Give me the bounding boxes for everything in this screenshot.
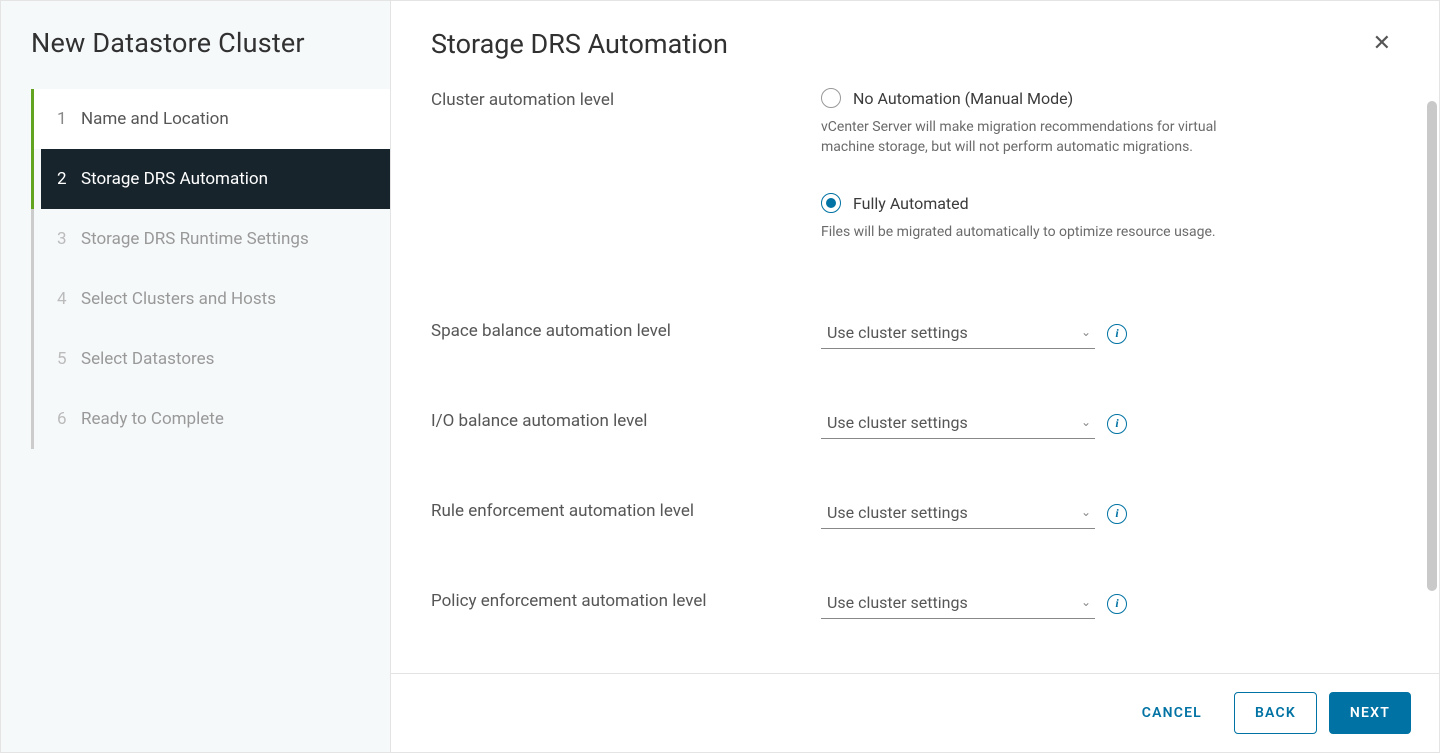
step-label: Select Datastores: [81, 349, 214, 369]
step-number: 2: [57, 169, 81, 189]
override-label: Space balance automation level: [431, 319, 821, 341]
radio-description: Files will be migrated automatically to …: [821, 223, 1271, 243]
rule-enforcement-select[interactable]: Use cluster settings ⌄: [821, 499, 1095, 529]
select-value: Use cluster settings: [827, 413, 968, 432]
chevron-down-icon: ⌄: [1081, 595, 1091, 609]
info-icon[interactable]: i: [1107, 594, 1127, 614]
override-label: I/O balance automation level: [431, 409, 821, 431]
radio-fully-automated: Fully Automated Files will be migrated a…: [821, 193, 1399, 243]
row-policy-enforcement: Policy enforcement automation level Use …: [431, 589, 1399, 619]
wizard-main: Storage DRS Automation ✕ Cluster automat…: [391, 1, 1439, 752]
step-label: Select Clusters and Hosts: [81, 289, 276, 309]
policy-enforcement-select[interactable]: Use cluster settings ⌄: [821, 589, 1095, 619]
radio-description: vCenter Server will make migration recom…: [821, 118, 1271, 157]
step-number: 6: [57, 409, 81, 429]
next-button[interactable]: NEXT: [1329, 692, 1411, 734]
override-content: Use cluster settings ⌄ i: [821, 319, 1399, 349]
io-balance-select[interactable]: Use cluster settings ⌄: [821, 409, 1095, 439]
radio-label: No Automation (Manual Mode): [853, 89, 1073, 108]
radio-icon[interactable]: [821, 88, 841, 108]
chevron-down-icon: ⌄: [1081, 505, 1091, 519]
radio-label: Fully Automated: [853, 194, 969, 213]
wizard-steps: 1 Name and Location 2 Storage DRS Automa…: [1, 89, 390, 449]
step-select-datastores: 5 Select Datastores: [31, 329, 390, 389]
page-body: Cluster automation level No Automation (…: [391, 68, 1439, 673]
step-storage-drs-automation[interactable]: 2 Storage DRS Automation: [41, 149, 390, 209]
select-value: Use cluster settings: [827, 503, 968, 522]
step-number: 4: [57, 289, 81, 309]
step-ready-to-complete: 6 Ready to Complete: [31, 389, 390, 449]
chevron-down-icon: ⌄: [1081, 325, 1091, 339]
wizard-sidebar: New Datastore Cluster 1 Name and Locatio…: [1, 1, 391, 752]
step-number: 3: [57, 229, 81, 249]
step-label: Name and Location: [81, 109, 229, 129]
cancel-button[interactable]: CANCEL: [1122, 693, 1222, 733]
step-label: Storage DRS Automation: [81, 169, 268, 189]
override-content: Use cluster settings ⌄ i: [821, 499, 1399, 529]
page-header: Storage DRS Automation ✕: [391, 1, 1439, 68]
override-label: Policy enforcement automation level: [431, 589, 821, 611]
close-icon[interactable]: ✕: [1365, 27, 1399, 60]
override-content: Use cluster settings ⌄ i: [821, 589, 1399, 619]
row-cluster-automation: Cluster automation level No Automation (…: [431, 88, 1399, 279]
radio-line[interactable]: Fully Automated: [821, 193, 1399, 213]
select-value: Use cluster settings: [827, 593, 968, 612]
scrollbar[interactable]: [1427, 101, 1437, 591]
info-icon[interactable]: i: [1107, 504, 1127, 524]
radio-icon[interactable]: [821, 193, 841, 213]
wizard-footer: CANCEL BACK NEXT: [391, 673, 1439, 752]
info-icon[interactable]: i: [1107, 324, 1127, 344]
wizard-title: New Datastore Cluster: [1, 1, 390, 89]
cluster-automation-content: No Automation (Manual Mode) vCenter Serv…: [821, 88, 1399, 279]
override-content: Use cluster settings ⌄ i: [821, 409, 1399, 439]
select-value: Use cluster settings: [827, 323, 968, 342]
step-name-and-location[interactable]: 1 Name and Location: [31, 89, 390, 149]
step-number: 5: [57, 349, 81, 369]
space-balance-select[interactable]: Use cluster settings ⌄: [821, 319, 1095, 349]
step-number: 1: [57, 109, 81, 129]
wizard-dialog: New Datastore Cluster 1 Name and Locatio…: [0, 0, 1440, 753]
radio-line[interactable]: No Automation (Manual Mode): [821, 88, 1399, 108]
row-io-balance: I/O balance automation level Use cluster…: [431, 409, 1399, 439]
info-icon[interactable]: i: [1107, 414, 1127, 434]
step-storage-drs-runtime: 3 Storage DRS Runtime Settings: [31, 209, 390, 269]
override-label: Rule enforcement automation level: [431, 499, 821, 521]
chevron-down-icon: ⌄: [1081, 415, 1091, 429]
step-label: Ready to Complete: [81, 409, 224, 429]
page-title: Storage DRS Automation: [431, 28, 728, 60]
row-rule-enforcement: Rule enforcement automation level Use cl…: [431, 499, 1399, 529]
cluster-automation-label: Cluster automation level: [431, 88, 821, 110]
radio-no-automation: No Automation (Manual Mode) vCenter Serv…: [821, 88, 1399, 157]
back-button[interactable]: BACK: [1234, 692, 1317, 734]
row-space-balance: Space balance automation level Use clust…: [431, 319, 1399, 349]
step-label: Storage DRS Runtime Settings: [81, 229, 309, 249]
step-select-clusters-hosts: 4 Select Clusters and Hosts: [31, 269, 390, 329]
